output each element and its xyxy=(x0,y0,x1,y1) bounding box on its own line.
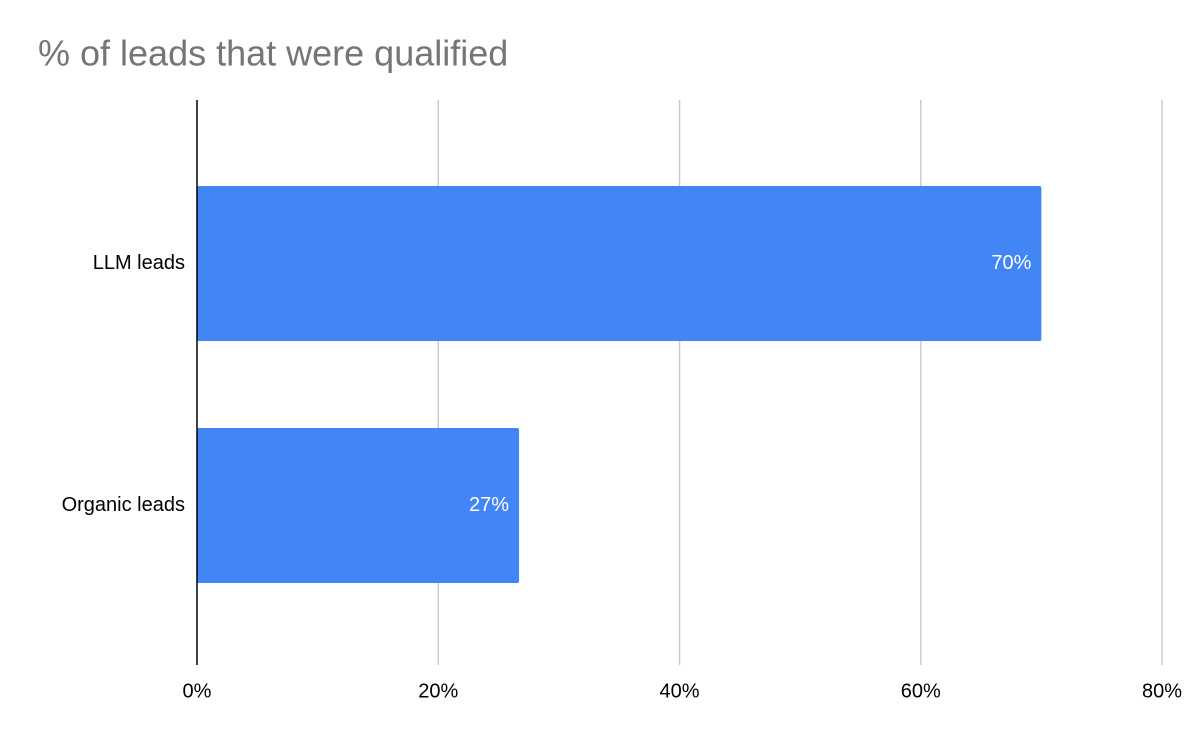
bar xyxy=(197,428,520,583)
value-label: 27% xyxy=(469,494,509,516)
value-label: 70% xyxy=(991,252,1031,274)
bar xyxy=(197,186,1042,341)
x-tick-label: 80% xyxy=(1142,680,1182,702)
x-tick-label: 60% xyxy=(901,680,941,702)
chart-title: % of leads that were qualified xyxy=(38,33,508,74)
y-tick-label: LLM leads xyxy=(93,252,185,274)
y-tick-label: Organic leads xyxy=(62,494,185,516)
x-tick-label: 20% xyxy=(418,680,458,702)
x-tick-label: 40% xyxy=(659,680,699,702)
x-tick-label: 0% xyxy=(183,680,212,702)
